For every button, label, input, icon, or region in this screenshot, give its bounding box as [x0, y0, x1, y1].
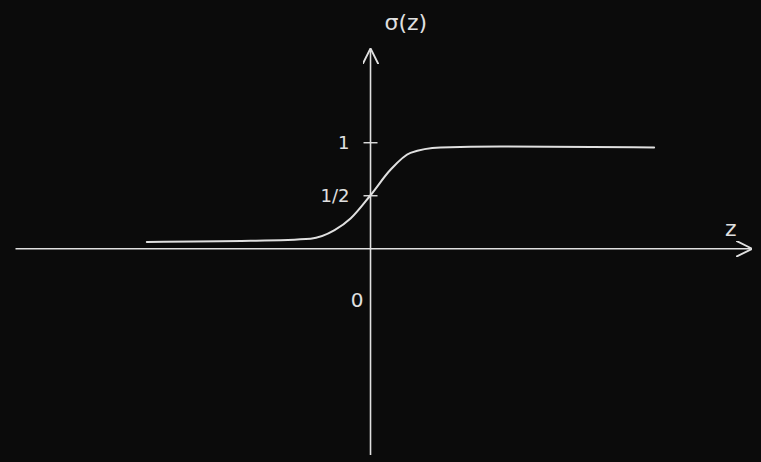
x-axis-line	[16, 248, 751, 250]
y-axis-line	[370, 50, 372, 455]
y-axis-title: σ(z)	[385, 10, 428, 35]
x-axis-title: z	[725, 216, 737, 241]
x-tick-label: 0	[351, 288, 364, 312]
chart: 0 1/2 1 σ(z) z	[0, 0, 761, 462]
x-axis: 0	[16, 248, 751, 312]
y-tick: 1	[338, 131, 377, 152]
y-tick-label: 1	[338, 131, 349, 152]
x-tick: 0	[351, 248, 371, 312]
y-tick: 1/2	[321, 185, 378, 206]
y-tick-mark	[364, 142, 378, 143]
plot-area	[147, 146, 654, 241]
y-tick-label: 1/2	[321, 185, 350, 206]
y-axis: 1/2 1	[321, 50, 378, 455]
sigmoid-curve	[147, 146, 654, 241]
